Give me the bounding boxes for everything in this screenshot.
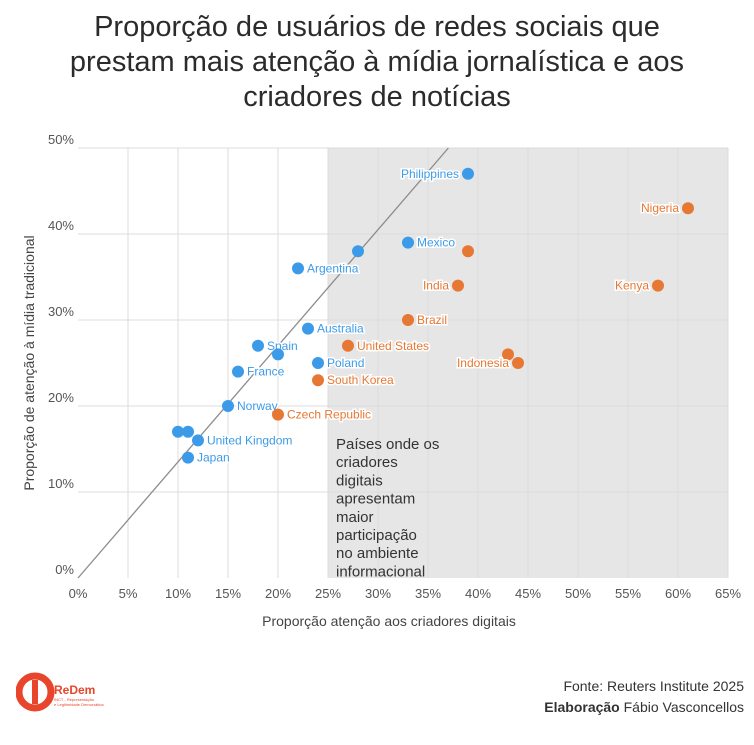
data-point	[402, 236, 414, 249]
y-tick-label: 10%	[48, 476, 74, 491]
data-point	[172, 425, 184, 438]
annotation-line: informacional	[336, 563, 425, 580]
data-point	[232, 365, 244, 378]
data-point	[222, 400, 234, 412]
data-point	[182, 451, 194, 464]
logo-ring-icon	[16, 672, 55, 712]
credit-name: Fábio Vasconcellos	[623, 699, 744, 715]
data-point-label: Mexico	[417, 236, 455, 250]
x-tick-label: 45%	[515, 586, 541, 601]
shaded-region-annotation: Países onde os criadores digitais apresenta…	[336, 436, 439, 580]
data-point	[352, 245, 364, 258]
x-tick-label: 50%	[565, 586, 591, 601]
x-tick-label: 0%	[69, 586, 88, 601]
x-tick-label: 55%	[615, 586, 641, 601]
data-point	[652, 279, 664, 292]
data-point-label: Argentina	[307, 261, 359, 275]
diagonal-reference-line	[77, 147, 449, 579]
data-point-label: France	[247, 365, 285, 379]
data-point	[342, 339, 354, 352]
data-point-label: Czech Republic	[287, 408, 371, 422]
x-tick-label: 40%	[465, 586, 491, 601]
chart-title: Proporção de usuários de redes sociais q…	[0, 10, 754, 115]
annotation-line: apresentam	[336, 491, 415, 508]
x-tick-label: 65%	[715, 586, 741, 601]
x-tick-label: 15%	[215, 586, 241, 601]
logo-tagline: e Legitimidade Democrática	[54, 702, 104, 707]
data-points: Philippines Nigeria Mexico Argentina India Ke…	[172, 165, 694, 466]
data-point	[182, 425, 194, 438]
annotation-line: digitais	[336, 472, 383, 489]
data-point-label: Nigeria	[641, 201, 679, 215]
annotation-line: Países onde os	[336, 436, 439, 453]
data-point-label: Japan	[197, 451, 230, 465]
data-point	[192, 434, 204, 447]
data-point	[292, 262, 304, 275]
annotation-line: no ambiente	[336, 545, 419, 562]
data-point-label: United States	[357, 339, 429, 353]
data-point	[462, 245, 474, 258]
data-point	[272, 348, 284, 361]
data-point	[312, 374, 324, 387]
logo-tagline: INCT - Representação	[54, 697, 95, 702]
data-point	[272, 408, 284, 421]
title-line: criadores de notícias	[243, 81, 511, 113]
data-point-label: Brazil	[417, 313, 447, 327]
data-point-label: India	[423, 279, 449, 293]
x-ticks: 0% 5% 10% 15% 20% 25% 30% 35% 40% 45% 50% 55% 60% 65%	[69, 586, 742, 601]
data-point	[462, 167, 474, 180]
data-point-label: Indonesia	[457, 356, 509, 370]
data-point	[452, 279, 464, 292]
credit-line: Elaboração Fábio Vasconcellos	[544, 697, 744, 718]
credit-label: Elaboração	[544, 699, 620, 715]
y-tick-label: 20%	[48, 390, 74, 405]
data-point-label: Poland	[327, 356, 364, 370]
y-ticks: 0% 10% 20% 30% 40% 50%	[48, 132, 74, 577]
data-point-label: Norway	[237, 399, 278, 413]
annotation-line: maior	[336, 509, 374, 526]
x-tick-label: 60%	[665, 586, 691, 601]
data-point	[312, 357, 324, 369]
source-block: Fonte: Reuters Institute 2025 Elaboração…	[544, 676, 744, 718]
logo-bar-icon	[32, 680, 38, 704]
logo-name: ReDem	[54, 683, 95, 697]
data-point-label: Kenya	[615, 279, 649, 293]
annotation-line: participação	[336, 527, 417, 544]
title-line: Proporção de usuários de redes sociais q…	[94, 11, 660, 43]
data-point-label: Australia	[317, 322, 364, 336]
y-tick-label: 0%	[55, 562, 74, 577]
x-tick-label: 30%	[365, 586, 391, 601]
x-tick-label: 35%	[415, 586, 441, 601]
x-tick-label: 20%	[265, 586, 291, 601]
grid	[78, 147, 729, 578]
x-tick-label: 25%	[315, 586, 341, 601]
data-point-label: South Korea	[327, 373, 394, 387]
data-point-label: United Kingdom	[207, 433, 292, 447]
y-tick-label: 50%	[48, 132, 74, 147]
annotation-line: criadores	[336, 454, 398, 471]
data-point	[682, 202, 694, 215]
x-tick-label: 10%	[165, 586, 191, 601]
x-tick-label: 5%	[119, 586, 138, 601]
data-point	[402, 314, 414, 326]
y-tick-label: 30%	[48, 304, 74, 319]
title-line: prestam mais atenção à mídia jornalístic…	[69, 46, 685, 78]
data-point	[252, 339, 264, 352]
x-axis-label: Proporção atenção aos criadores digitais	[262, 613, 516, 629]
redem-logo: ReDem INCT - Representação e Legitimidad…	[16, 672, 104, 712]
data-point-label: Philippines	[401, 167, 459, 181]
data-point	[512, 357, 524, 369]
source-text: Fonte: Reuters Institute 2025	[563, 678, 744, 694]
data-point	[502, 348, 514, 361]
y-tick-label: 40%	[48, 218, 74, 233]
y-axis-label: Proporção de atenção à mídia tradicional	[21, 235, 37, 490]
data-point	[302, 322, 314, 335]
